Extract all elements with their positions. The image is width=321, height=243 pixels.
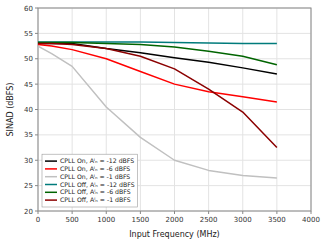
tick-y — [35, 211, 38, 212]
grid-line-y — [38, 33, 311, 34]
legend-swatch — [45, 160, 57, 162]
legend-label: CPLL On, Aᴵₙ = -1 dBFS — [60, 173, 130, 180]
tick-label-y: 50 — [24, 55, 33, 63]
x-axis-label: Input Frequency (MHz) — [129, 230, 220, 239]
tick-label-y: 55 — [24, 30, 33, 38]
tick-label-x: 4000 — [302, 216, 320, 224]
tick-label-x: 2000 — [166, 216, 184, 224]
legend-label: CPLL Off, Aᴵₙ = -6 dBFS — [60, 188, 131, 195]
tick-y — [35, 160, 38, 161]
series-line — [38, 45, 277, 102]
tick-label-x: 3500 — [268, 216, 286, 224]
chart: 0 500 1000 1500 2000 2500 3000 3500 4000 20 25 30 35… — [0, 0, 321, 243]
tick-x — [140, 211, 141, 214]
tick-y — [35, 109, 38, 110]
tick-label-x: 500 — [65, 216, 78, 224]
legend-label: CPLL On, Aᴵₙ = -6 dBFS — [60, 165, 130, 172]
tick-label-x: 3000 — [234, 216, 252, 224]
legend-swatch — [45, 199, 57, 201]
tick-x — [311, 211, 312, 214]
legend-swatch — [45, 192, 57, 194]
legend-swatch — [45, 184, 57, 186]
grid-line-y — [38, 134, 311, 135]
legend-box — [42, 154, 138, 207]
tick-label-y: 60 — [24, 5, 33, 13]
tick-label-x: 0 — [36, 216, 40, 224]
tick-label-y: 30 — [24, 157, 33, 165]
tick-y — [35, 8, 38, 9]
legend-swatch — [45, 168, 57, 170]
legend-swatch — [45, 176, 57, 178]
tick-y — [35, 84, 38, 85]
plot-frame — [38, 8, 311, 211]
tick-label-x: 2500 — [200, 216, 218, 224]
tick-x — [208, 211, 209, 214]
tick-label-y: 40 — [24, 106, 33, 114]
tick-y — [35, 58, 38, 59]
background — [0, 0, 321, 243]
series-line — [38, 43, 277, 65]
legend: CPLL On, Aᴵₙ = -12 dBFSCPLL On, Aᴵₙ = -6… — [42, 154, 138, 207]
legend-label: CPLL On, Aᴵₙ = -12 dBFS — [60, 157, 134, 164]
tick-y — [35, 134, 38, 135]
tick-label-y: 20 — [24, 208, 33, 216]
series-line — [38, 44, 277, 148]
legend-label: CPLL Off, Aᴵₙ = -1 dBFS — [60, 196, 131, 203]
grid — [38, 8, 311, 211]
legend-label: CPLL Off, Aᴵₙ = -12 dBFS — [60, 181, 135, 188]
tick-label-x: 1500 — [131, 216, 149, 224]
series-group — [38, 42, 277, 178]
tick-x — [106, 211, 107, 214]
tick-x — [72, 211, 73, 214]
axes: 0 500 1000 1500 2000 2500 3000 3500 4000 20 25 30 35… — [24, 5, 320, 225]
tick-x — [242, 211, 243, 214]
tick-y — [35, 185, 38, 186]
tick-label-y: 35 — [24, 131, 33, 139]
tick-x — [174, 211, 175, 214]
tick-x — [276, 211, 277, 214]
grid-line-y — [38, 109, 311, 110]
tick-label-x: 1000 — [97, 216, 115, 224]
tick-label-y: 25 — [24, 182, 33, 190]
tick-y — [35, 33, 38, 34]
y-axis-label: SINAD (dBFS) — [6, 83, 15, 137]
tick-label-y: 45 — [24, 81, 33, 89]
series-line — [38, 46, 277, 178]
